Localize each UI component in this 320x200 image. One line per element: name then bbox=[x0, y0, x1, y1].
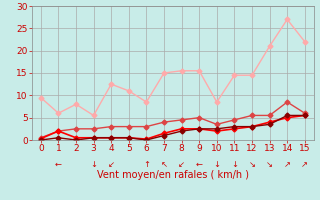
Text: ↖: ↖ bbox=[161, 160, 167, 169]
Text: ↓: ↓ bbox=[90, 160, 97, 169]
Text: ↓: ↓ bbox=[213, 160, 220, 169]
X-axis label: Vent moyen/en rafales ( km/h ): Vent moyen/en rafales ( km/h ) bbox=[97, 170, 249, 180]
Text: ↓: ↓ bbox=[231, 160, 238, 169]
Text: ↙: ↙ bbox=[108, 160, 115, 169]
Text: ↘: ↘ bbox=[249, 160, 255, 169]
Text: ↗: ↗ bbox=[301, 160, 308, 169]
Text: ↘: ↘ bbox=[266, 160, 273, 169]
Text: ↙: ↙ bbox=[178, 160, 185, 169]
Text: ↑: ↑ bbox=[143, 160, 150, 169]
Text: ←: ← bbox=[55, 160, 62, 169]
Text: ←: ← bbox=[196, 160, 203, 169]
Text: ↗: ↗ bbox=[284, 160, 291, 169]
